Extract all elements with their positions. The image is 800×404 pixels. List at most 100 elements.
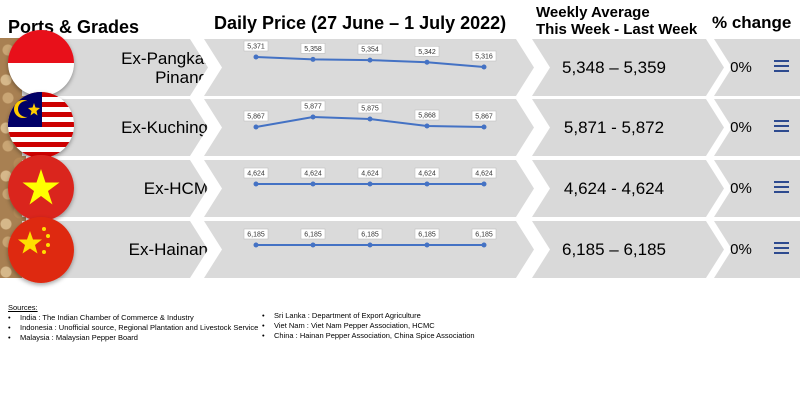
price-point	[310, 114, 316, 120]
data-label: 6,185	[361, 232, 379, 239]
source-item: • China : Hainan Pepper Association, Chin…	[262, 331, 475, 340]
percent-change-header: % change	[712, 13, 792, 32]
price-point	[253, 54, 259, 60]
data-label: 4,624	[247, 171, 265, 178]
price-point	[424, 123, 430, 129]
data-label-box	[300, 100, 326, 112]
port-name: Ex-Hainan	[128, 240, 208, 259]
data-label: 5,875	[361, 106, 379, 113]
data-label-box	[471, 50, 497, 62]
weekly-average-value: 5,348 – 5,359	[562, 58, 666, 77]
data-label-box	[414, 45, 440, 57]
price-point	[310, 181, 316, 187]
data-label-box	[243, 110, 269, 122]
port-name: Ex-Pangkal Pinang	[88, 49, 208, 87]
data-label: 5,867	[247, 114, 265, 121]
data-label-box	[243, 228, 269, 240]
china-flag-graphic	[8, 217, 74, 283]
weekly-header-line2: This Week - Last Week	[536, 21, 698, 38]
price-point	[367, 242, 373, 248]
data-label: 4,624	[304, 171, 322, 178]
vietnam-flag-graphic	[8, 155, 74, 221]
price-point	[367, 57, 373, 63]
price-point	[481, 242, 487, 248]
data-label-box	[471, 110, 497, 122]
malaysia-flag-graphic	[8, 92, 74, 158]
data-label: 5,371	[247, 44, 265, 51]
data-label-box	[243, 40, 269, 52]
price-point	[424, 181, 430, 187]
menu-icon[interactable]	[774, 120, 789, 132]
data-label-box	[357, 102, 383, 114]
price-point	[310, 242, 316, 248]
data-label-box	[357, 228, 383, 240]
menu-icon[interactable]	[774, 60, 789, 72]
data-label-box	[471, 228, 497, 240]
data-label-box	[300, 228, 326, 240]
source-item: • India : The Indian Chamber of Commerce …	[8, 313, 194, 322]
weekly-average-value: 6,185 – 6,185	[562, 240, 666, 259]
price-point	[481, 124, 487, 130]
source-text: China : Hainan Pepper Association, China…	[274, 331, 475, 340]
weekly-average-value: 4,624 - 4,624	[563, 179, 665, 198]
weekly-average-header: Weekly Average This Week - Last Week	[536, 4, 697, 38]
port-name-line1: Ex-Pangkal	[121, 49, 208, 68]
data-label: 5,868	[418, 113, 436, 120]
data-label: 5,342	[418, 49, 436, 56]
data-label: 5,867	[475, 114, 493, 121]
data-label: 6,185	[247, 232, 265, 239]
sources-block-2: • Sri Lanka : Department of Export Agricu…	[262, 311, 475, 341]
weekly-header-line1: Weekly Average	[536, 4, 650, 21]
data-label-box	[243, 167, 269, 179]
source-text: India : The Indian Chamber of Commerce &…	[20, 313, 194, 322]
data-label: 6,185	[475, 232, 493, 239]
data-label: 5,316	[475, 54, 493, 61]
port-name-line2: Pinang	[155, 68, 208, 87]
source-text: Malaysia : Malaysian Pepper Board	[20, 333, 138, 342]
average-band	[532, 39, 724, 96]
data-label-box	[357, 167, 383, 179]
data-label-box	[471, 167, 497, 179]
sources-block: Sources: • India : The Indian Chamber of …	[8, 303, 258, 343]
price-point	[481, 181, 487, 187]
price-point	[367, 181, 373, 187]
daily-price-header: Daily Price (27 June – 1 July 2022)	[214, 13, 507, 33]
china-flag	[8, 217, 74, 283]
source-text: Indonesia : Unofficial source, Regional …	[20, 323, 259, 332]
percent-change-value: 0%	[730, 241, 752, 258]
data-label-box	[357, 43, 383, 55]
price-point	[253, 181, 259, 187]
menu-icon[interactable]	[774, 181, 789, 193]
percent-change-value: 0%	[730, 59, 752, 76]
data-label-box	[414, 109, 440, 121]
data-label: 6,185	[304, 232, 322, 239]
data-label: 4,624	[418, 171, 436, 178]
data-label-box	[300, 43, 326, 54]
source-item: • Malaysia : Malaysian Pepper Board	[8, 333, 138, 342]
price-point	[481, 64, 487, 70]
source-item: • Viet Nam : Viet Nam Pepper Association,…	[262, 321, 435, 330]
daily-price-charts: 5,371 5,358 5,354 5,342 5,316 5,867 5,877 5,875…	[243, 40, 497, 248]
average-band	[532, 160, 724, 217]
price-point	[253, 124, 259, 130]
port-name: Ex-Kuching	[121, 118, 208, 137]
data-label: 5,877	[304, 104, 322, 111]
menu-icon[interactable]	[774, 242, 789, 254]
price-point	[424, 242, 430, 248]
vietnam-flag	[8, 155, 74, 221]
data-label-box	[414, 228, 440, 240]
data-label: 4,624	[361, 171, 379, 178]
data-label: 4,624	[475, 171, 493, 178]
data-label: 5,358	[304, 46, 322, 53]
average-band	[532, 99, 724, 156]
price-point	[424, 59, 430, 65]
sources-title: Sources:	[8, 303, 38, 312]
source-text: Viet Nam : Viet Nam Pepper Association, …	[274, 321, 435, 330]
price-point	[310, 56, 316, 62]
data-label-box	[300, 167, 326, 179]
port-name: Ex-HCM	[143, 179, 208, 198]
average-band	[532, 221, 724, 278]
weekly-average-value: 5,871 - 5,872	[563, 118, 665, 137]
percent-change-value: 0%	[730, 119, 752, 136]
source-item: • Sri Lanka : Department of Export Agricu…	[262, 311, 421, 320]
